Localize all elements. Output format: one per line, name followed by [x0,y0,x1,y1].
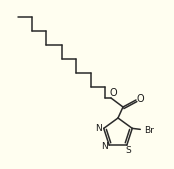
Text: Br: Br [144,126,154,135]
Text: O: O [136,94,144,104]
Text: S: S [125,146,131,155]
Text: N: N [95,124,102,133]
Text: N: N [101,142,108,151]
Text: O: O [109,88,117,98]
